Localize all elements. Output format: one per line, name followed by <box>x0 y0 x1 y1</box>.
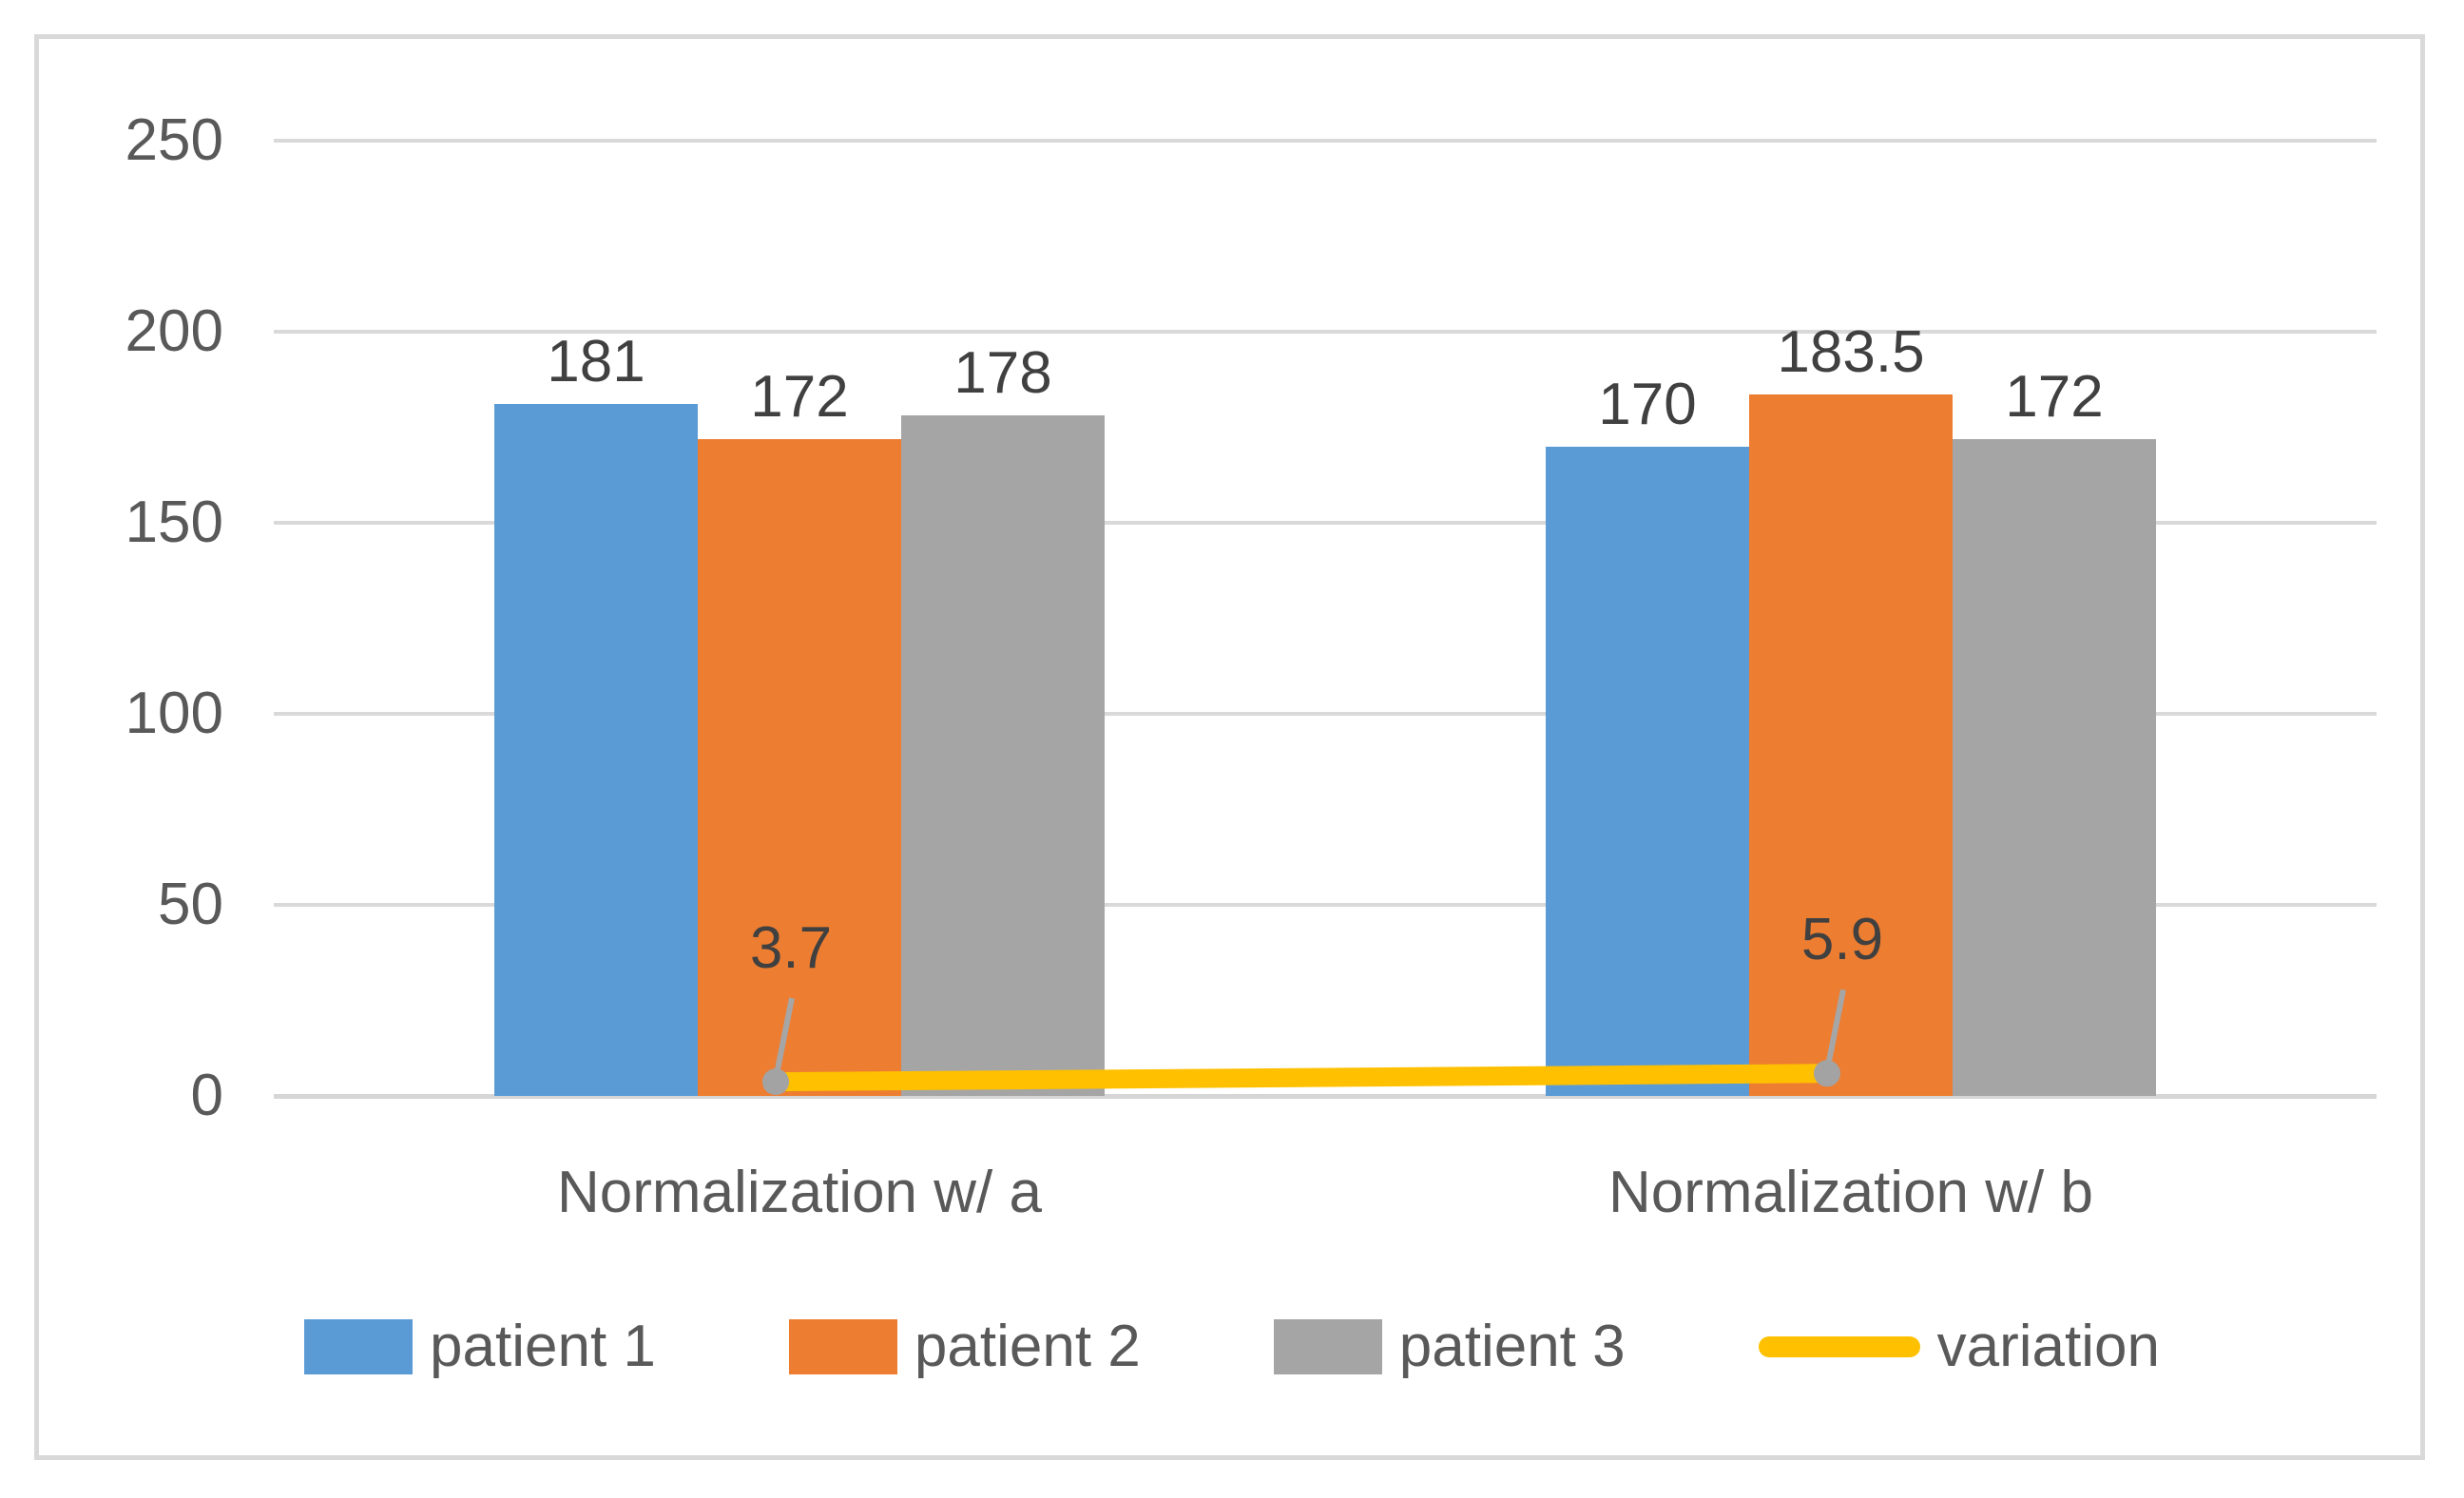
legend-label-patient-3: patient 3 <box>1398 1314 1626 1379</box>
legend-swatch-patient-3 <box>1273 1319 1382 1374</box>
bar-patient-1-cat1 <box>494 404 698 1096</box>
bar-label-patient-2-cat1: 172 <box>750 363 849 430</box>
bar-patient-2-cat2 <box>1749 394 1953 1096</box>
y-tick-label: 250 <box>125 107 223 173</box>
bar-label-patient-3-cat2: 172 <box>2005 363 2104 430</box>
legend-label-patient-1: patient 1 <box>430 1314 656 1379</box>
legend-item-variation: variation <box>1758 1314 2160 1379</box>
legend-item-patient-2: patient 2 <box>788 1314 1141 1379</box>
bar-label-patient-3-cat1: 178 <box>953 340 1052 407</box>
category-label-2: Normalization w/ b <box>1608 1160 2093 1225</box>
y-tick-label: 100 <box>125 681 223 746</box>
bar-label-patient-1-cat1: 181 <box>547 329 645 395</box>
y-tick-label: 150 <box>125 490 223 555</box>
legend-label-patient-2: patient 2 <box>914 1314 1141 1379</box>
legend-swatch-patient-1 <box>304 1319 414 1374</box>
bar-patient-2-cat1 <box>698 438 901 1096</box>
y-tick-label: 0 <box>190 1063 223 1128</box>
bar-patient-1-cat2 <box>1546 446 1749 1096</box>
variation-label-cat1: 3.7 <box>749 915 833 982</box>
bar-label-patient-2-cat2: 183.5 <box>1777 319 1925 386</box>
legend-swatch-patient-2 <box>788 1319 897 1374</box>
legend-line-key-variation <box>1758 1336 1920 1357</box>
gridline <box>274 521 2377 525</box>
category-label-1: Normalization w/ a <box>557 1160 1042 1225</box>
x-axis-line <box>274 1094 2377 1099</box>
legend-item-patient-3: patient 3 <box>1273 1314 1626 1379</box>
bar-label-patient-1-cat2: 170 <box>1598 371 1697 437</box>
gridline <box>274 330 2377 334</box>
bar-patient-3-cat2 <box>1953 438 2156 1096</box>
gridline <box>274 712 2377 716</box>
legend-item-patient-1: patient 1 <box>304 1316 656 1377</box>
legend-label-variation: variation <box>1936 1314 2160 1379</box>
gridline <box>274 903 2377 907</box>
y-tick-label: 200 <box>125 298 223 364</box>
legend: patient 1 patient 2 patient 3 variation <box>34 1316 2430 1377</box>
bar-patient-3-cat1 <box>901 415 1105 1096</box>
gridline <box>274 139 2377 143</box>
variation-label-cat2: 5.9 <box>1800 907 1884 973</box>
y-tick-label: 50 <box>158 872 223 937</box>
